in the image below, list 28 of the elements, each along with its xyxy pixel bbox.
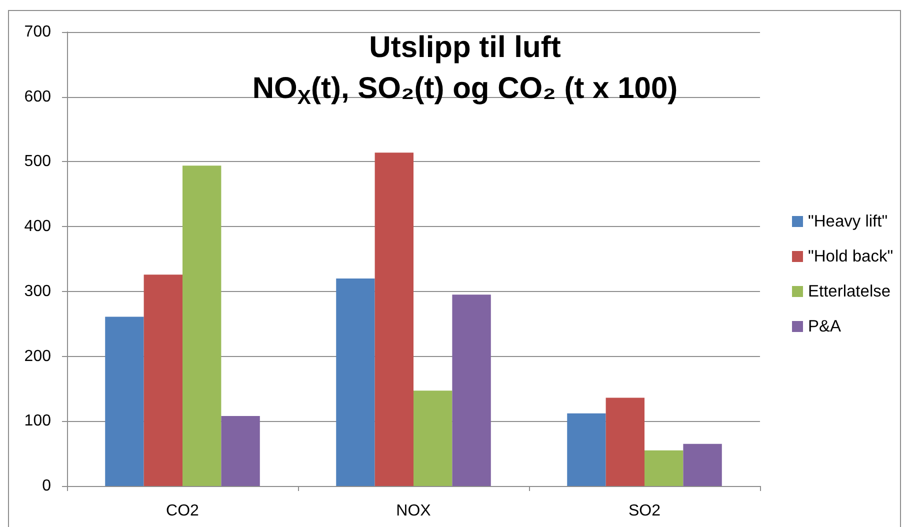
bar xyxy=(336,278,375,486)
y-tick-label: 400 xyxy=(24,218,52,236)
y-tick-label: 300 xyxy=(24,282,52,300)
legend-label: "Hold back" xyxy=(808,248,894,266)
bar xyxy=(606,398,644,486)
bar xyxy=(144,274,182,486)
y-tick-label: 200 xyxy=(24,348,52,365)
y-tick-label: 700 xyxy=(24,24,52,40)
bar xyxy=(221,416,260,486)
legend-label: "Heavy lift" xyxy=(808,212,888,230)
bar xyxy=(567,413,606,486)
chart-title: Utslipp til luft NO$_{X}$(t), SO₂(t) og CO₂ (t x 100) xyxy=(252,31,678,110)
y-tick-label: 100 xyxy=(24,412,52,430)
bar xyxy=(374,152,414,486)
x-tick-label: CO2 xyxy=(166,502,200,520)
legend-label: Etterlatelse xyxy=(808,282,891,300)
y-tick-label: 0 xyxy=(42,478,52,494)
bar xyxy=(182,166,222,486)
y-tick-label: 600 xyxy=(24,88,52,106)
bar xyxy=(105,316,144,486)
x-tick-label: NOX xyxy=(396,502,432,520)
bar xyxy=(683,444,722,486)
bar xyxy=(414,390,452,486)
legend-label: P&A xyxy=(808,318,842,336)
x-tick-label: SO2 xyxy=(628,502,661,520)
bar xyxy=(452,294,491,486)
bar xyxy=(644,450,684,486)
y-tick-label: 500 xyxy=(24,153,52,170)
